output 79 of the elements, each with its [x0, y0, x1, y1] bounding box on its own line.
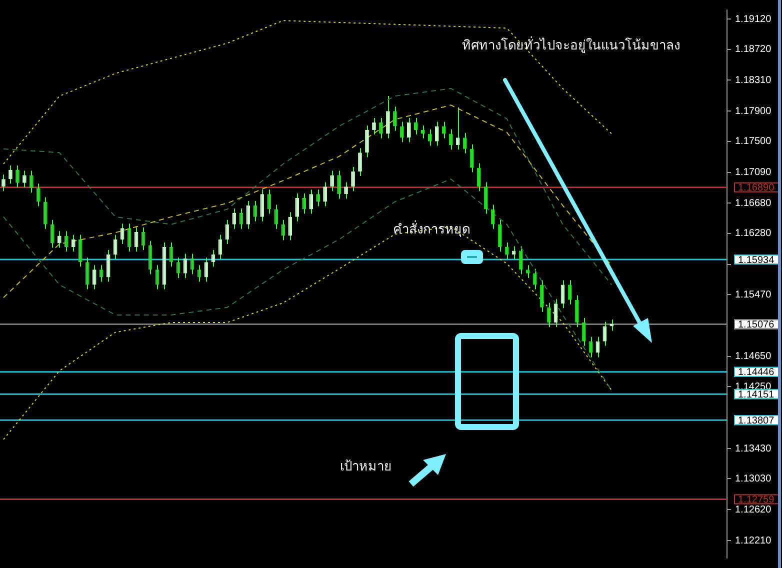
candlestick [448, 128, 453, 150]
candlestick [267, 189, 272, 214]
y-tick-label: 1.15470 [735, 289, 772, 300]
candlestick [92, 264, 96, 290]
candlestick [302, 192, 306, 214]
ref-line-label: 1.14446 [738, 367, 775, 378]
candlestick [351, 166, 355, 192]
candlestick [36, 183, 40, 207]
candlestick [288, 212, 292, 241]
y-tick-label: 1.18720 [735, 44, 772, 55]
candlestick [476, 162, 481, 192]
annotation: เป้าหมาย [340, 459, 392, 474]
y-tick-label: 1.12620 [735, 504, 772, 516]
candlestick [239, 208, 244, 230]
y-tick-label: 1.18310 [735, 74, 772, 86]
ref-line-label: 1.13807 [738, 415, 775, 426]
candlestick [260, 189, 264, 222]
ref-line-label: 1.16890 [738, 182, 775, 194]
candlestick [337, 170, 341, 200]
candlestick [414, 117, 418, 136]
y-tick-label: 1.16280 [735, 228, 772, 240]
line-series [2, 178, 612, 391]
candlestick [393, 106, 397, 132]
candlestick [57, 230, 62, 248]
y-tick-label: 1.17090 [735, 167, 772, 178]
candlestick [64, 230, 68, 252]
candlestick [106, 250, 110, 282]
candlestick [456, 106, 460, 150]
ref-line-label: 1.12759 [738, 494, 775, 506]
y-tick-label: 1.13430 [735, 443, 772, 454]
annotation: ทิศทางโดยทั่วไปจะอยู่ในแนวโน้มขาลง [462, 36, 680, 54]
candlestick [428, 128, 432, 146]
candlestick [407, 117, 411, 143]
candlestick [120, 223, 124, 244]
candlestick [442, 121, 446, 139]
candlestick [281, 219, 286, 241]
candlestick [71, 234, 76, 252]
candlestick [602, 321, 607, 346]
candlestick [8, 164, 12, 184]
candlestick [253, 200, 258, 222]
y-tick-label: 1.17900 [735, 106, 772, 117]
candlestick [30, 170, 34, 194]
candlestick [316, 189, 320, 207]
candlestick [484, 182, 488, 214]
candlestick [344, 182, 348, 200]
candlestick [420, 124, 425, 139]
y-tick-label: 1.14650 [735, 351, 772, 362]
candlestick [309, 189, 313, 214]
candlestick [295, 192, 300, 222]
candlestick [16, 164, 20, 188]
candlestick [379, 117, 383, 139]
ref-line-label: 1.15076 [738, 320, 775, 331]
ref-line-label: 1.14151 [738, 389, 775, 400]
candlestick [358, 148, 362, 177]
candlestick [470, 144, 474, 173]
candlestick [274, 204, 278, 230]
candlestick [400, 121, 404, 143]
y-tick-label: 1.19120 [735, 14, 772, 25]
candlestick [372, 117, 376, 136]
candlestick [2, 174, 6, 192]
candlestick [365, 124, 369, 158]
y-tick-label: 1.16680 [735, 198, 772, 209]
candlestick [323, 182, 327, 207]
candlestick [246, 200, 250, 230]
y-tick-label: 1.17500 [735, 136, 772, 148]
candlestick [22, 170, 26, 188]
ref-line-label: 1.15934 [738, 254, 775, 266]
candlestick [113, 234, 118, 260]
y-tick-label: 1.12210 [735, 535, 772, 546]
candlestick [44, 196, 48, 230]
candlestick [78, 234, 82, 268]
candlestick [99, 264, 104, 282]
candlestick [434, 121, 439, 146]
y-tick-label: 1.13030 [735, 473, 772, 484]
candlestick [462, 132, 467, 154]
candlestick [85, 257, 90, 290]
candlestick [330, 170, 334, 192]
candlestick [50, 219, 54, 248]
candlestick [386, 96, 390, 139]
